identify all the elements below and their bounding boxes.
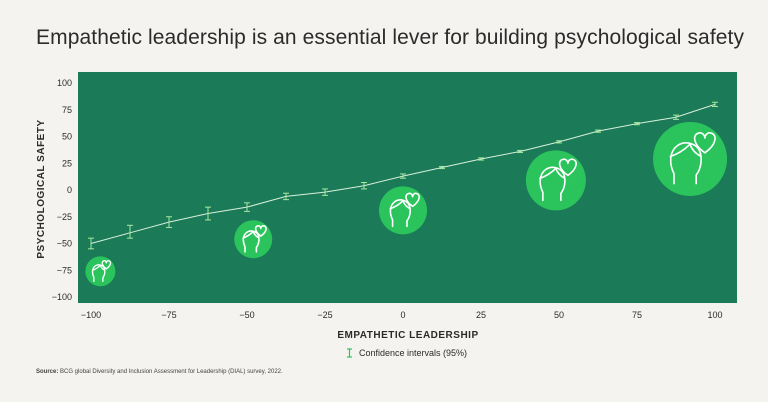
ticks-layer: −100 −75 −50 −25 0 25 50 75 100 100 75 50 25 0 −25 −50 −… (52, 78, 723, 320)
person-head-outline (669, 142, 702, 185)
icons-layer (85, 121, 728, 287)
confidence-interval (205, 206, 211, 221)
x-tick-label: −25 (317, 310, 332, 320)
confidence-interval (283, 192, 289, 201)
confidence-interval (478, 157, 484, 161)
heart-outline (405, 192, 421, 208)
x-tick-label: −75 (161, 310, 176, 320)
heart-outline (558, 158, 577, 177)
legend-label: Confidence intervals (95%) (359, 348, 468, 358)
x-axis-label: EMPATHETIC LEADERSHIP (337, 330, 478, 341)
y-tick-label: 50 (62, 132, 72, 142)
icon-circle (653, 121, 728, 196)
confidence-interval (439, 165, 445, 170)
person-heart-icon (85, 256, 116, 287)
x-tick-label: 50 (554, 310, 564, 320)
y-tick-label: −50 (57, 239, 72, 249)
person-heart-icon (379, 186, 427, 235)
heart-outline (101, 260, 112, 270)
person-heart-icon (525, 150, 586, 211)
confidence-interval (361, 182, 367, 190)
x-tick-label: 0 (400, 310, 405, 320)
y-tick-label: −100 (52, 292, 72, 302)
confidence-interval (712, 101, 718, 108)
icon-circle (234, 220, 273, 259)
chart-title: Empathetic leadership is an essential le… (36, 26, 745, 49)
confidence-interval (673, 114, 679, 120)
y-tick-label: 75 (62, 105, 72, 115)
y-tick-label: −25 (57, 212, 72, 222)
confidence-interval-icon (347, 348, 352, 358)
source-prefix: Source: (36, 369, 59, 375)
icon-circle (525, 150, 586, 211)
y-tick-label: 100 (57, 78, 72, 88)
y-tick-label: −75 (57, 265, 72, 275)
y-tick-label: 25 (62, 158, 72, 168)
confidence-interval (517, 149, 523, 154)
person-heart-icon (653, 121, 728, 196)
icon-circle (379, 186, 427, 235)
x-tick-label: −50 (239, 310, 254, 320)
confidence-interval (556, 140, 562, 144)
x-tick-label: 75 (632, 310, 642, 320)
source-note: Source: BCG global Diversity and Inclusi… (36, 369, 283, 375)
confidence-interval (88, 237, 94, 250)
x-tick-label: 25 (476, 310, 486, 320)
person-head-outline (91, 264, 106, 282)
source-text: BCG global Diversity and Inclusion Asses… (60, 369, 283, 375)
heart-outline (693, 132, 716, 154)
y-axis-label: PSYCHOLOGICAL SAFETY (36, 119, 47, 258)
confidence-interval (244, 202, 250, 212)
y-tick-label: 0 (67, 185, 72, 195)
person-head-outline (242, 230, 260, 253)
x-tick-label: 100 (707, 310, 722, 320)
legend: Confidence intervals (95%) (346, 348, 467, 358)
confidence-interval (400, 173, 406, 179)
person-head-outline (539, 166, 566, 202)
confidence-interval (322, 188, 328, 196)
person-heart-icon (234, 220, 273, 259)
series-layer (88, 101, 718, 250)
confidence-interval (127, 224, 133, 239)
x-tick-label: −100 (81, 310, 101, 320)
confidence-interval (166, 216, 172, 228)
confidence-interval (634, 122, 640, 126)
icon-circle (85, 256, 116, 287)
person-head-outline (389, 199, 411, 228)
confidence-interval (595, 129, 601, 133)
heart-outline (254, 225, 267, 237)
